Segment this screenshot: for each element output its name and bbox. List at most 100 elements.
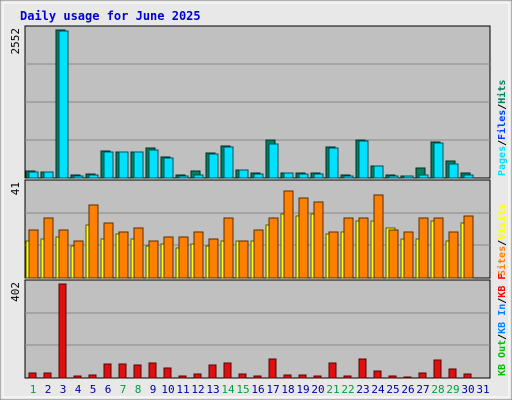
bar-sites	[313, 201, 324, 279]
bar-kb-f	[193, 373, 202, 379]
bar-kb-f	[238, 373, 247, 379]
bar-pages	[463, 174, 474, 179]
day-label: 2	[45, 383, 52, 396]
bar-pages	[298, 173, 309, 179]
bar-kb-f	[253, 375, 262, 379]
panel-visits-sites: 41 Sites/Visits	[9, 179, 508, 279]
bar-sites	[28, 229, 39, 279]
bar-sites	[463, 215, 474, 279]
bar-kb-f	[373, 370, 382, 379]
legend-separator: /	[497, 140, 508, 146]
bar-kb-f	[298, 374, 307, 379]
bar-pages	[328, 147, 339, 179]
bar-kb-f	[28, 372, 37, 379]
bar-sites	[268, 217, 279, 279]
day-label: 26	[401, 383, 414, 396]
bar-sites	[358, 217, 369, 279]
day-label: 18	[281, 383, 294, 396]
day-label: 25	[386, 383, 399, 396]
bar-sites	[133, 227, 144, 279]
bar-pages	[238, 169, 249, 179]
bar-kb-f	[73, 375, 82, 379]
bar-pages	[133, 151, 144, 179]
bar-kb-f	[358, 358, 367, 379]
day-label: 20	[311, 383, 324, 396]
bar-kb-f	[43, 372, 52, 379]
legend-entry: KB Out	[497, 340, 508, 376]
day-label: 3	[60, 383, 67, 396]
bar-kb-f	[418, 372, 427, 379]
bar-sites	[118, 231, 129, 279]
bar-pages	[148, 149, 159, 179]
bar-sites	[163, 236, 174, 279]
bar-sites	[448, 231, 459, 279]
bar-sites	[178, 236, 189, 279]
day-label: 22	[341, 383, 354, 396]
bar-pages	[28, 171, 39, 179]
bar-pages	[373, 165, 384, 179]
bar-sites	[223, 217, 234, 279]
bar-pages	[343, 175, 354, 179]
legend-visits-sites: Sites/Visits	[496, 204, 508, 276]
day-label: 17	[266, 383, 279, 396]
legend-entry: Visits	[496, 204, 508, 240]
bar-kb-f	[328, 362, 337, 379]
bar-pages	[43, 171, 54, 179]
day-label: 21	[326, 383, 339, 396]
day-label: 4	[75, 383, 82, 396]
bar-kb-f	[448, 368, 457, 379]
bar-pages	[88, 174, 99, 179]
day-label: 14	[221, 383, 235, 396]
bar-kb-f	[268, 358, 277, 379]
bar-pages	[433, 142, 444, 179]
day-label: 23	[356, 383, 369, 396]
bar-sites	[148, 240, 159, 279]
legend-separator: /	[497, 298, 508, 304]
bar-kb-f	[178, 375, 187, 379]
day-label: 31	[476, 383, 489, 396]
legend-separator: /	[497, 104, 508, 110]
panel-background	[24, 279, 491, 379]
bar-pages	[403, 175, 414, 179]
bar-pages	[313, 173, 324, 179]
bar-kb-f	[148, 362, 157, 379]
bar-kb-f	[223, 362, 232, 379]
bar-sites	[253, 229, 264, 279]
day-label: 15	[236, 383, 249, 396]
bar-kb-f	[88, 374, 97, 379]
bar-pages	[178, 175, 189, 179]
bar-pages	[448, 163, 459, 179]
max-label-kb: 402	[9, 282, 22, 302]
day-label: 10	[161, 383, 174, 396]
bar-pages	[268, 143, 279, 179]
bar-kb-f	[313, 375, 322, 379]
day-label: 8	[135, 383, 142, 396]
bar-pages	[103, 151, 114, 179]
bar-pages	[163, 157, 174, 179]
day-label: 16	[251, 383, 264, 396]
day-label: 6	[105, 383, 112, 396]
bar-sites	[433, 217, 444, 279]
bar-sites	[43, 217, 54, 279]
day-label: 9	[150, 383, 157, 396]
day-label: 5	[90, 383, 97, 396]
chart-title: Daily usage for June 2025	[20, 9, 201, 23]
legend-entry: KB In	[497, 304, 508, 334]
legend-entry: Files	[496, 110, 508, 140]
bar-sites	[388, 229, 399, 279]
bar-pages	[253, 173, 264, 179]
chart-panels: 2552Pages/Files/Hits41Sites/Visits402KB …	[9, 25, 508, 379]
legend-separator: /	[497, 334, 508, 340]
bar-kb-f	[388, 375, 397, 379]
bar-sites	[418, 217, 429, 279]
day-label: 1	[30, 383, 37, 396]
bar-sites	[208, 238, 219, 279]
bar-sites	[88, 204, 99, 279]
bar-kb-f	[208, 364, 217, 379]
legend-entry: Sites	[496, 246, 508, 276]
bar-sites	[58, 229, 69, 279]
day-label: 24	[371, 383, 385, 396]
bar-pages	[418, 174, 429, 179]
